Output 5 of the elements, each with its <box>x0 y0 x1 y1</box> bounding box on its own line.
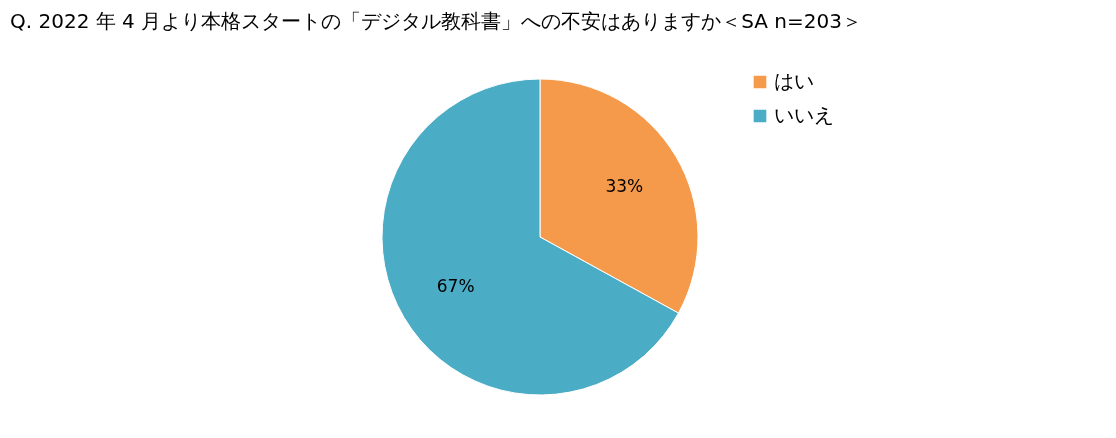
legend-label: いいえ <box>774 103 834 127</box>
chart-title: Q. 2022 年 4 月より本格スタートの「デジタル教科書」への不安はありますか＜SA n=203＞ <box>10 9 862 33</box>
data-label: 67% <box>436 275 475 296</box>
data-label: 33% <box>605 176 644 197</box>
legend-label: はい <box>774 69 814 93</box>
